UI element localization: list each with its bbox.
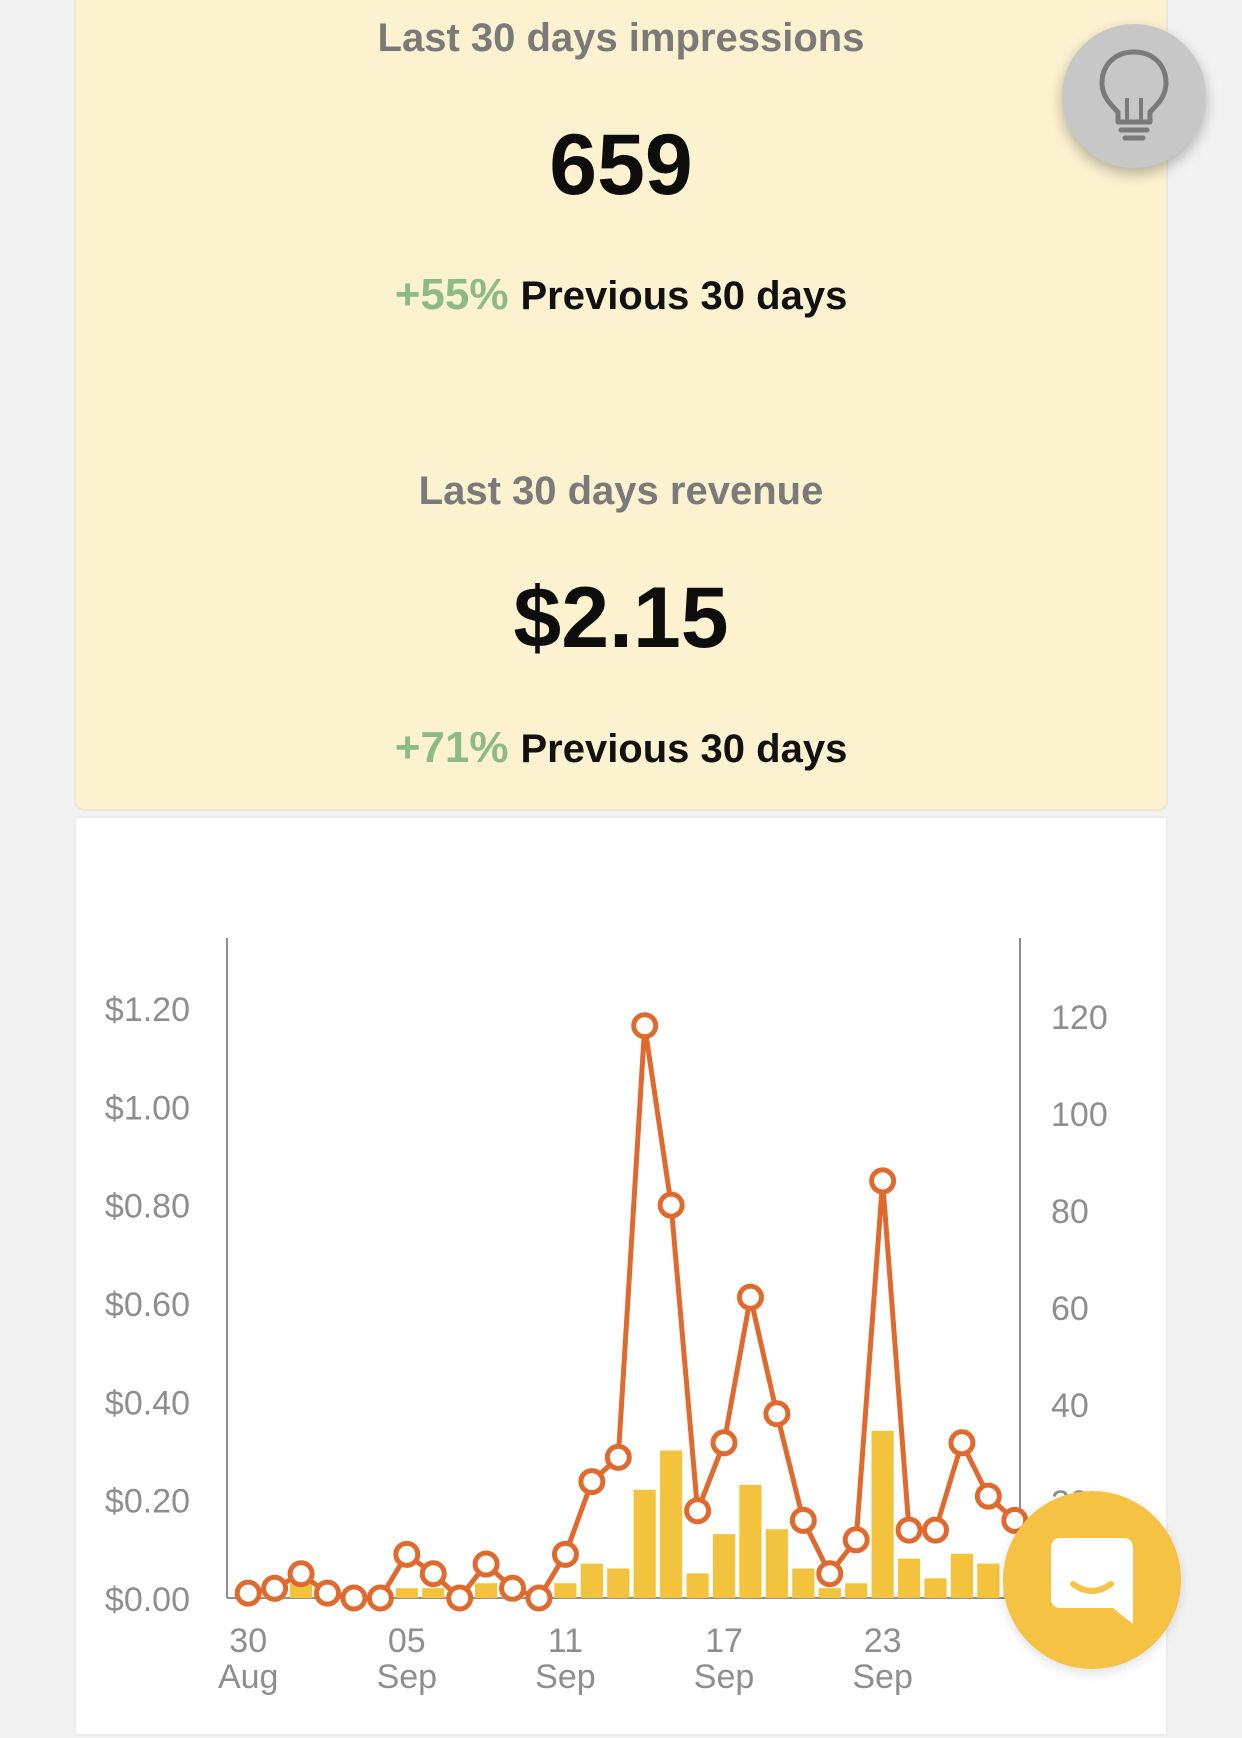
revenue-change: +71% [394,723,509,772]
impressions-point [789,1506,817,1534]
revenue-bar [792,1568,815,1598]
impressions-point [261,1574,289,1602]
revenue-bar [765,1529,788,1598]
impressions-point [499,1574,527,1602]
left-tick-label: $1.00 [105,1089,190,1127]
revenue-bar [554,1583,577,1598]
revenue-bar [607,1568,630,1598]
revenue-bar [924,1578,947,1598]
impressions-point [446,1584,474,1612]
impressions-point [234,1579,262,1607]
impressions-point [842,1526,870,1554]
impressions-point [525,1584,553,1612]
chat-icon [1051,1538,1133,1624]
impressions-point [684,1497,712,1525]
right-tick-label: 120 [1051,999,1108,1037]
impressions-point [578,1468,606,1496]
revenue-bar [950,1553,974,1598]
chart-card: $0.00$0.20$0.40$0.60$0.80$1.00$1.2020406… [74,816,1168,1736]
chat-button[interactable] [1003,1491,1181,1669]
impressions-point [921,1516,949,1544]
left-tick-label: $0.40 [105,1384,190,1422]
impressions-point [736,1283,764,1311]
right-tick-label: 40 [1051,1387,1089,1425]
impressions-point [340,1584,368,1612]
revenue-bar [845,1583,868,1598]
revenue-bar [580,1563,603,1598]
impressions-label: Last 30 days impressions [377,16,865,60]
lightbulb-icon [1099,49,1169,141]
revenue-bar [977,1563,1000,1598]
impressions-line [247,1023,1017,1601]
impressions-change-row: +55% Previous 30 days [76,270,1166,320]
impressions-point [604,1443,632,1471]
revenue-bar [395,1588,418,1598]
impressions-point [366,1584,394,1612]
impressions-point [631,1012,659,1040]
right-tick-label: 80 [1051,1193,1089,1231]
impressions-value: 659 [549,117,693,213]
revenue-bar [897,1558,921,1598]
revenue-bar [475,1583,498,1598]
revenue-value: $2.15 [513,570,729,666]
impressions-change: +55% [394,270,509,319]
revenue-change-row: +71% Previous 30 days [76,723,1166,773]
x-tick-month: Sep [852,1658,913,1696]
impressions-point [393,1540,421,1568]
revenue-bar [633,1489,656,1598]
left-tick-label: $1.20 [105,991,190,1029]
impressions-point [948,1429,976,1457]
revenue-bar [686,1573,709,1598]
left-tick-label: $0.20 [105,1483,190,1521]
x-tick-month: Sep [535,1658,596,1696]
impressions-point [816,1560,844,1588]
impressions-point [287,1560,315,1588]
revenue-bar [871,1430,894,1598]
revenue-bar [289,1583,313,1598]
x-tick-month: Sep [694,1658,755,1696]
revenue-bar [818,1588,841,1598]
revenue-bar [712,1534,736,1598]
revenue-bar [739,1484,762,1598]
x-tick-day: 11 [548,1622,583,1660]
impressions-point [472,1550,500,1578]
revenue-impressions-chart: $0.00$0.20$0.40$0.60$0.80$1.00$1.2020406… [105,938,1108,1696]
x-tick-month: Sep [377,1658,438,1696]
x-tick-month: Aug [218,1658,279,1696]
revenue-bar [660,1450,683,1598]
x-tick-day: 23 [864,1622,902,1660]
revenue-label: Last 30 days revenue [418,469,824,513]
impressions-point [895,1516,923,1544]
x-tick-day: 17 [705,1622,743,1660]
stats-card: Last 30 days impressions 659 +55% Previou… [74,0,1168,811]
right-tick-label: 60 [1051,1290,1089,1328]
impressions-point [974,1482,1002,1510]
impressions-comparison: Previous 30 days [520,274,848,318]
left-tick-label: $0.80 [105,1188,190,1226]
x-tick-day: 05 [388,1622,426,1660]
left-tick-label: $0.60 [105,1286,190,1324]
x-tick-day: 30 [229,1622,267,1660]
right-tick-label: 100 [1051,1096,1108,1134]
revenue-bar [422,1588,445,1598]
impressions-point [314,1579,342,1607]
impressions-point [869,1167,897,1195]
impressions-point [551,1540,579,1568]
left-tick-label: $0.00 [105,1581,190,1619]
impressions-point [419,1560,447,1588]
impressions-point [710,1429,738,1457]
tip-button[interactable] [1062,24,1206,168]
impressions-point [657,1191,685,1219]
revenue-comparison: Previous 30 days [520,727,848,771]
impressions-point [763,1400,791,1428]
